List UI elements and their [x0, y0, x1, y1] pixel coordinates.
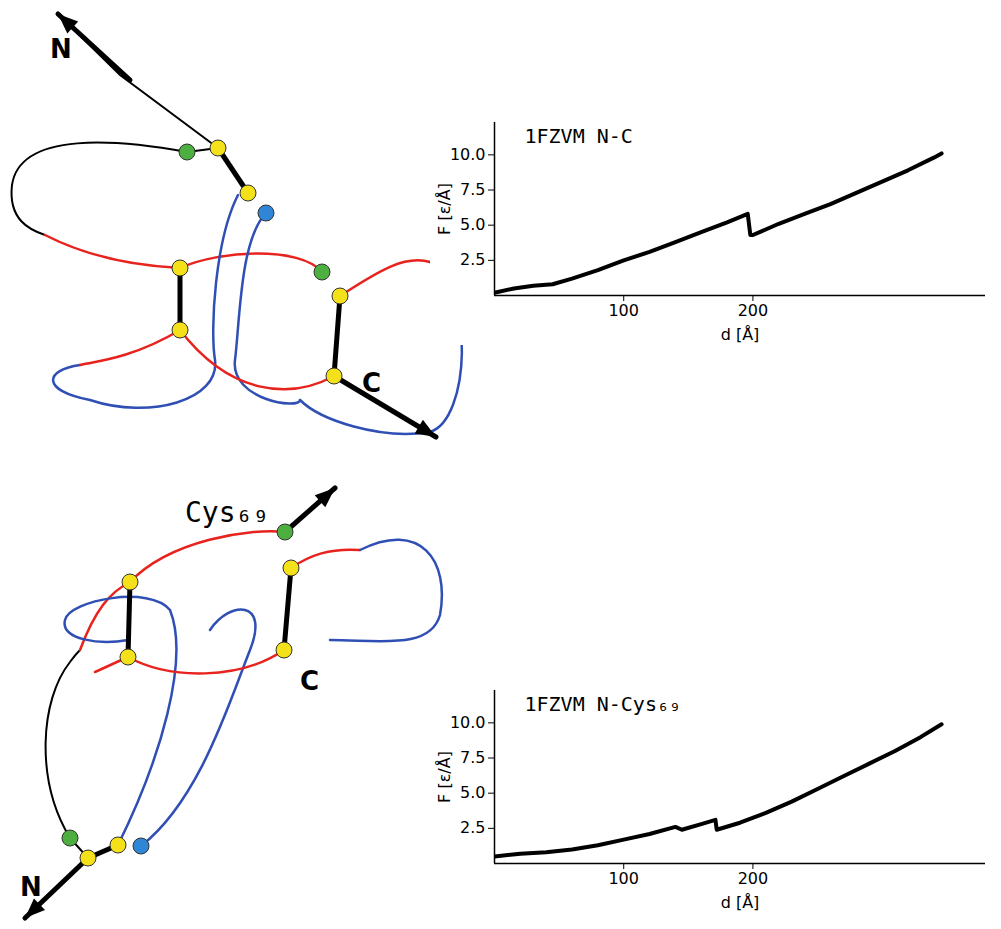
svg-text:5.0: 5.0 — [460, 783, 485, 802]
svg-text:10.0: 10.0 — [450, 713, 486, 732]
svg-text:N: N — [50, 34, 72, 64]
svg-text:1FZVM N-C: 1FZVM N-C — [525, 124, 633, 148]
svg-text:d [Å]: d [Å] — [721, 325, 760, 344]
svg-text:1FZVM N-Cys₆₉: 1FZVM N-Cys₆₉ — [525, 692, 682, 716]
svg-text:200: 200 — [738, 301, 769, 320]
svg-text:7.5: 7.5 — [460, 748, 485, 767]
svg-text:100: 100 — [608, 869, 639, 888]
svg-text:2.5: 2.5 — [460, 818, 485, 837]
svg-text:10.0: 10.0 — [450, 145, 486, 164]
svg-text:Cys₆₉: Cys₆₉ — [185, 496, 269, 529]
svg-text:200: 200 — [738, 869, 769, 888]
svg-text:F [ε/Å]: F [ε/Å] — [435, 183, 454, 235]
svg-text:N: N — [20, 872, 42, 902]
svg-text:F [ε/Å]: F [ε/Å] — [435, 751, 454, 803]
svg-text:5.0: 5.0 — [460, 215, 485, 234]
svg-text:100: 100 — [608, 301, 639, 320]
svg-text:7.5: 7.5 — [460, 180, 485, 199]
svg-text:C: C — [300, 666, 319, 696]
svg-text:C: C — [362, 368, 381, 398]
svg-text:2.5: 2.5 — [460, 250, 485, 269]
svg-text:d [Å]: d [Å] — [721, 893, 760, 912]
